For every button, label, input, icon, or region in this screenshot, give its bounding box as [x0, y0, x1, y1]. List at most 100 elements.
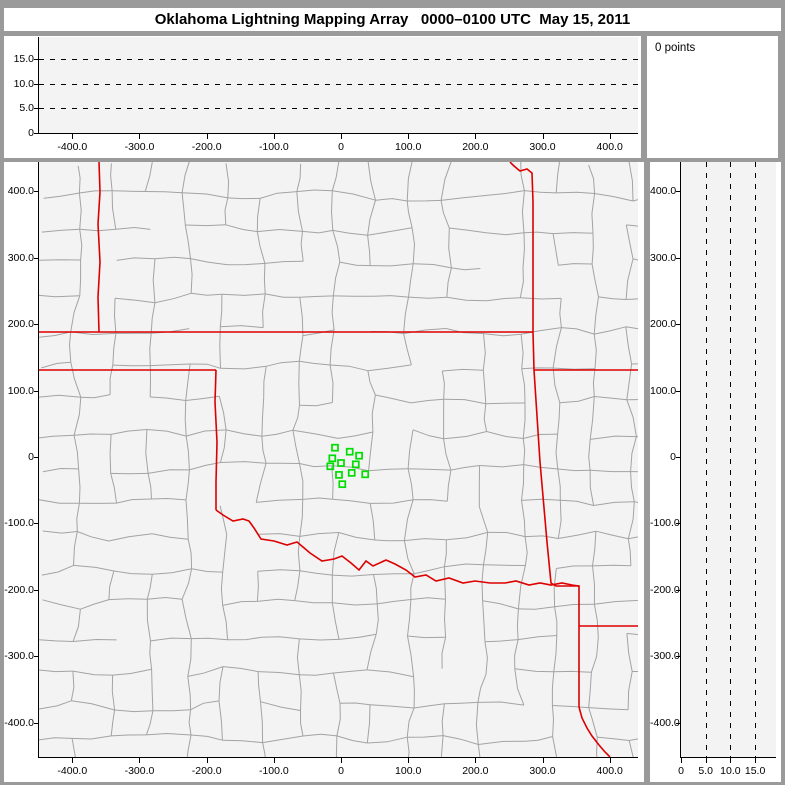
county-line [367, 235, 371, 266]
right-y-tick-label: 200.0 [650, 318, 677, 331]
right-y-tick-mark [676, 457, 681, 458]
county-line [302, 229, 333, 234]
county-line [370, 499, 414, 504]
county-line [151, 497, 187, 501]
county-line [219, 294, 223, 327]
right-x-tick-label: 5.0 [698, 765, 713, 777]
lma-station-marker [331, 443, 339, 452]
county-line [443, 438, 452, 471]
map-x-tick-label: -200.0 [191, 765, 222, 777]
right-y-tick-mark [676, 390, 681, 392]
county-line [262, 735, 304, 744]
plan-view-map-plot[interactable] [38, 162, 638, 758]
county-line [111, 675, 116, 711]
county-line [302, 329, 335, 337]
county-line [630, 436, 637, 472]
county-line [186, 429, 227, 437]
altitude-ew-plot[interactable] [38, 37, 638, 134]
altitude-ns-plot[interactable] [680, 162, 776, 758]
page-title: Oklahoma Lightning Mapping Array 0000–01… [154, 11, 631, 28]
county-line [152, 568, 192, 575]
county-line [366, 704, 371, 744]
county-line [73, 435, 80, 469]
county-line [626, 632, 638, 636]
county-line [552, 736, 558, 757]
county-line [592, 531, 597, 566]
county-line [514, 668, 554, 673]
county-line [224, 197, 229, 225]
county-line [222, 534, 228, 573]
map-canvas [39, 162, 638, 757]
county-line [150, 396, 186, 401]
county-line [71, 700, 115, 711]
county-line [150, 637, 192, 642]
county-line [483, 532, 489, 565]
county-line [79, 190, 113, 194]
county-line [487, 531, 526, 538]
county-line [525, 535, 559, 539]
county-line [39, 669, 73, 673]
county-line [517, 565, 526, 609]
county-line [146, 429, 187, 437]
county-line [413, 499, 448, 502]
county-line [557, 402, 561, 435]
county-line [367, 200, 376, 236]
county-line [628, 740, 634, 757]
county-line [219, 429, 227, 463]
lma-station-marker [345, 447, 354, 456]
map-x-tick-mark [408, 758, 410, 763]
top-y-tick-mark [34, 83, 39, 85]
county-line [482, 333, 486, 371]
county-line [442, 735, 479, 745]
county-line [190, 734, 223, 741]
county-line [218, 666, 224, 701]
county-line [403, 333, 412, 366]
county-line [553, 568, 557, 607]
top-y-tick-label: 5.0 [19, 102, 34, 115]
county-line [626, 298, 638, 300]
county-line [116, 498, 152, 504]
county-line [220, 461, 267, 464]
county-line [588, 672, 592, 708]
county-line [294, 570, 301, 601]
county-line [185, 224, 226, 227]
county-line [482, 600, 519, 610]
county-line [477, 674, 487, 703]
right-y-tick-label: 400.0 [650, 185, 677, 198]
map-x-tick-label: -300.0 [124, 765, 155, 777]
county-line [408, 296, 447, 299]
county-line [451, 267, 481, 271]
state-borders-layer [39, 162, 638, 757]
county-line [374, 539, 405, 542]
county-line [373, 295, 409, 298]
map-y-tick-mark [34, 191, 39, 193]
county-line [108, 533, 153, 542]
county-line [299, 402, 333, 407]
county-line [632, 199, 638, 202]
county-line [222, 600, 258, 606]
county-line [147, 596, 183, 600]
county-line [367, 227, 413, 236]
county-line [42, 530, 78, 534]
top-x-tick-label: -100.0 [258, 141, 289, 153]
county-line [375, 394, 412, 404]
top-x-tick-mark [408, 134, 410, 139]
county-line [257, 569, 300, 572]
county-line [483, 564, 526, 566]
county-line [331, 465, 334, 500]
map-y-tick-label: -200.0 [4, 583, 34, 596]
title-bar: Oklahoma Lightning Mapping Array 0000–01… [4, 8, 781, 31]
county-line [186, 734, 192, 757]
top-x-tick-label: -200.0 [191, 141, 222, 153]
county-line [152, 533, 189, 540]
lma-station-marker [361, 470, 370, 479]
county-line [403, 297, 409, 334]
county-line [297, 536, 301, 571]
county-line [560, 499, 594, 506]
county-line [78, 468, 81, 504]
right-altitude-gridline [755, 162, 757, 757]
county-line [403, 540, 415, 574]
county-line [110, 473, 118, 504]
county-line [191, 637, 228, 641]
top-x-tick-mark [475, 134, 477, 139]
